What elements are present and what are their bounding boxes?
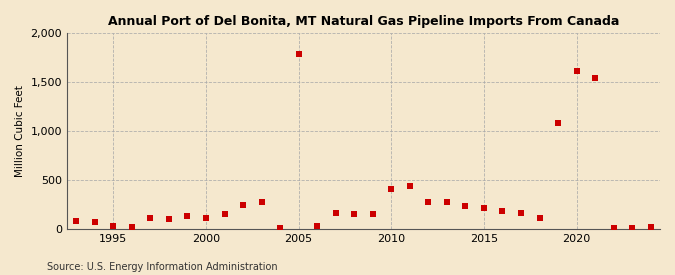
Point <box>460 204 471 208</box>
Point <box>497 208 508 213</box>
Point <box>89 220 100 224</box>
Point <box>404 184 415 188</box>
Point <box>163 217 174 222</box>
Point <box>627 226 638 230</box>
Point <box>275 226 286 230</box>
Point <box>256 200 267 204</box>
Point <box>479 205 489 210</box>
Text: Source: U.S. Energy Information Administration: Source: U.S. Energy Information Administ… <box>47 262 278 272</box>
Y-axis label: Million Cubic Feet: Million Cubic Feet <box>15 85 25 177</box>
Point <box>330 211 341 215</box>
Point <box>441 200 452 204</box>
Title: Annual Port of Del Bonita, MT Natural Gas Pipeline Imports From Canada: Annual Port of Del Bonita, MT Natural Ga… <box>108 15 619 28</box>
Point <box>293 52 304 56</box>
Point <box>367 212 378 216</box>
Point <box>108 224 119 228</box>
Point <box>386 187 397 191</box>
Point <box>590 76 601 80</box>
Point <box>645 225 656 229</box>
Point <box>516 211 526 215</box>
Point <box>145 216 156 221</box>
Point <box>71 219 82 224</box>
Point <box>182 214 193 218</box>
Point <box>219 211 230 216</box>
Point <box>553 121 564 125</box>
Point <box>349 212 360 217</box>
Point <box>608 226 619 230</box>
Point <box>126 225 137 229</box>
Point <box>312 224 323 228</box>
Point <box>200 216 211 221</box>
Point <box>423 200 434 204</box>
Point <box>238 202 248 207</box>
Point <box>571 69 582 74</box>
Point <box>534 216 545 220</box>
